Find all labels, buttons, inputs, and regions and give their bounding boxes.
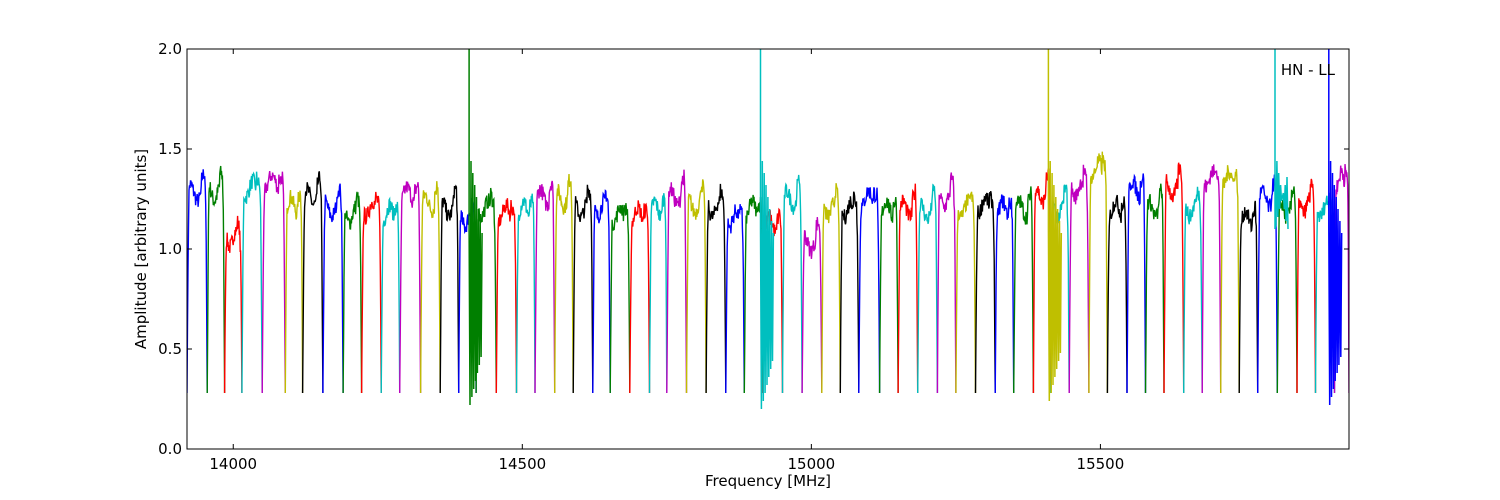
rfi-spike	[759, 49, 775, 410]
rfi-spike	[1274, 49, 1289, 230]
subband-trace	[223, 215, 243, 394]
subband-trace	[1126, 173, 1147, 394]
rfi-spike	[1328, 49, 1343, 406]
subband-trace	[878, 197, 899, 394]
subband-trace	[743, 194, 764, 394]
subband-trace	[360, 191, 382, 394]
subband-trace	[955, 191, 977, 394]
subband-trace	[515, 193, 536, 394]
subband-trace	[342, 191, 363, 394]
x-axis-label: Frequency [MHz]	[705, 472, 831, 490]
subband-trace	[206, 165, 226, 394]
y-tick-label: 1.0	[158, 240, 182, 258]
subband-trace	[1068, 164, 1090, 394]
subband-trace	[781, 174, 803, 394]
subband-trace	[284, 189, 304, 394]
plot-area	[187, 49, 1349, 410]
subband-trace	[1163, 162, 1185, 394]
y-tick-label: 1.5	[158, 140, 182, 158]
subband-trace	[801, 217, 823, 394]
subband-trace	[629, 200, 651, 394]
y-tick-label: 0.5	[158, 340, 182, 358]
subband-trace	[648, 193, 668, 394]
subband-trace	[554, 173, 574, 394]
subband-trace	[419, 181, 441, 394]
subband-trace	[897, 183, 919, 394]
subband-trace	[685, 179, 707, 394]
subband-trace	[495, 198, 518, 394]
subband-trace	[1238, 200, 1259, 394]
subband-trace	[917, 183, 939, 394]
subband-trace	[380, 196, 401, 394]
band-annotation: HN - LL	[1281, 61, 1336, 79]
subband-trace	[994, 194, 1015, 394]
subband-trace	[1088, 151, 1109, 394]
subband-trace	[439, 184, 460, 394]
subband-trace	[1257, 174, 1278, 394]
subband-trace	[1013, 186, 1035, 394]
subband-trace	[1183, 186, 1203, 394]
subband-trace	[1220, 165, 1240, 394]
subband-trace	[609, 203, 631, 394]
y-axis-label: Amplitude [arbitrary units]	[132, 149, 150, 349]
x-tick-label: 15000	[787, 455, 835, 473]
y-tick-label: 0.0	[158, 440, 182, 458]
subband-trace	[572, 184, 594, 394]
subband-trace	[725, 204, 745, 394]
subband-trace	[821, 183, 841, 394]
subband-trace	[534, 180, 556, 394]
subband-trace	[1296, 178, 1317, 394]
rfi-spike	[1047, 49, 1063, 402]
subband-trace	[187, 169, 208, 394]
subband-trace	[705, 183, 727, 394]
subband-trace	[1106, 194, 1128, 394]
subband-trace	[592, 189, 611, 394]
subband-trace	[839, 191, 860, 394]
x-tick-label: 15500	[1077, 455, 1125, 473]
ticks: 14000 14500 15000 15500 0.0 0.5 1.0 1.5 2.0	[158, 40, 1349, 473]
x-tick-label: 14000	[209, 455, 257, 473]
subband-trace	[241, 171, 263, 394]
subband-trace	[301, 171, 324, 394]
subband-trace	[322, 183, 344, 394]
subband-trace	[858, 187, 881, 394]
subband-trace	[974, 191, 996, 394]
rfi-spike	[468, 49, 483, 406]
subband-trace	[936, 172, 957, 394]
y-tick-label: 2.0	[158, 40, 182, 58]
subband-trace	[1144, 183, 1165, 394]
x-tick-label: 14500	[498, 455, 546, 473]
subband-trace	[475, 187, 497, 394]
subband-trace	[399, 181, 422, 394]
subband-trace	[1333, 164, 1349, 394]
subband-trace	[1201, 164, 1222, 394]
subband-trace	[261, 171, 286, 394]
subband-trace	[666, 169, 688, 394]
